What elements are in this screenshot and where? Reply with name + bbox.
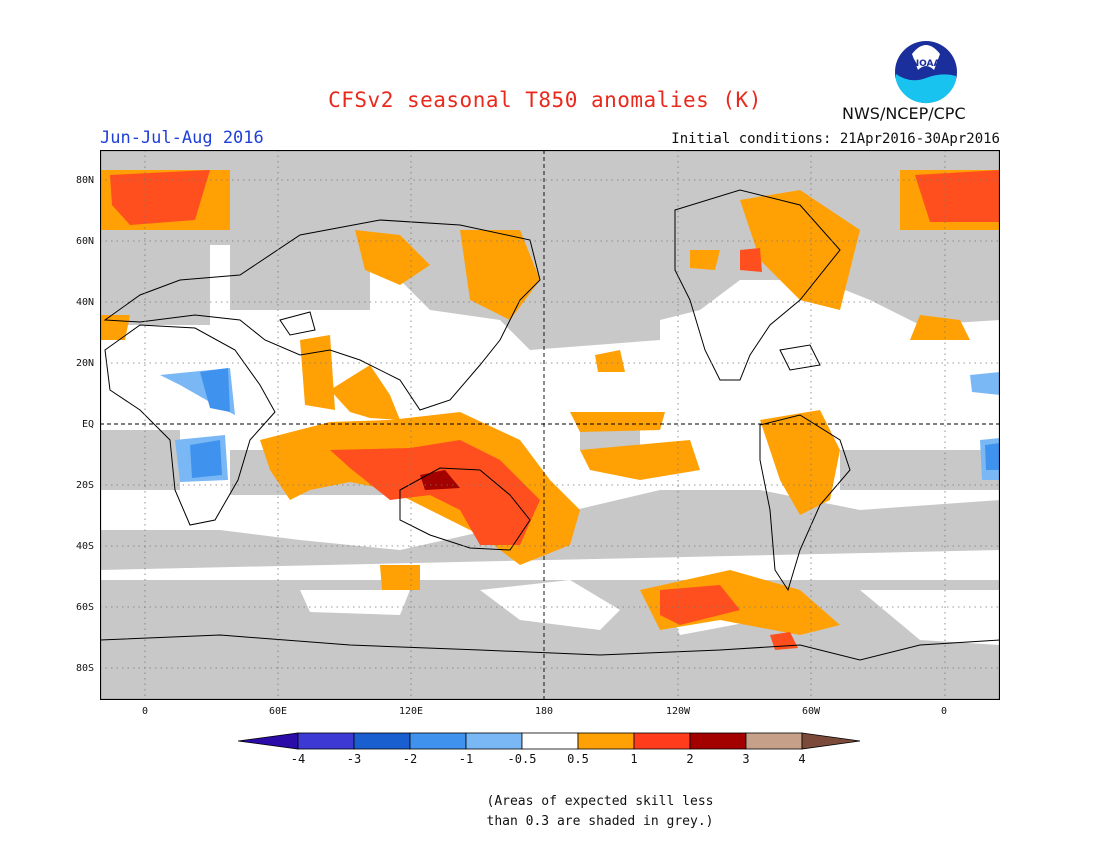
colorbar-label: 3: [742, 752, 750, 766]
eurasia-outline: [103, 219, 541, 411]
page-title: CFSv2 seasonal T850 anomalies (K): [328, 88, 762, 112]
equator-and-dateline: [100, 150, 1000, 700]
lat-label: 40S: [75, 541, 94, 552]
skill-note-line: (Areas of expected skill less: [486, 794, 714, 809]
colorbar-label: -2: [402, 752, 418, 766]
colorbar: [238, 732, 861, 750]
anomaly-1-2: [110, 170, 1000, 650]
caribbean-outline: [779, 344, 821, 371]
colorbar-cell: [238, 732, 299, 750]
lon-label: 120W: [665, 706, 691, 717]
lon-label: 120E: [398, 706, 424, 717]
lat-label: 20S: [75, 480, 94, 491]
colorbar-cell: [353, 732, 411, 750]
colorbar-cell: [801, 732, 861, 750]
colorbar-cell: [409, 732, 467, 750]
colorbar-cell: [745, 732, 803, 750]
initial-conditions-label: Initial conditions: 21Apr2016-30Apr2016: [671, 131, 1000, 147]
anomaly-neg-1: [190, 368, 1000, 478]
colorbar-label: -3: [346, 752, 362, 766]
colorbar-label: -1: [458, 752, 474, 766]
colorbar-label: -0.5: [507, 752, 537, 766]
colorbar-cell: [465, 732, 523, 750]
skill-note-line: than 0.3 are shaded in grey.): [486, 814, 714, 829]
lat-label: 80S: [75, 663, 94, 674]
lat-label: 80N: [75, 175, 94, 186]
africa-outline: [104, 324, 276, 526]
graticule: [100, 150, 1000, 700]
season-label: Jun-Jul-Aug 2016: [100, 128, 264, 148]
lat-label: 60N: [75, 236, 94, 247]
lon-label: 0: [940, 706, 948, 717]
map-frame: [100, 150, 1000, 700]
australia-outline: [399, 467, 531, 551]
lon-label: 0: [141, 706, 149, 717]
lat-label: 60S: [75, 602, 94, 613]
colorbar-label: 1: [630, 752, 638, 766]
lon-label: 60E: [268, 706, 288, 717]
south-america-outline: [759, 414, 851, 592]
colorbar-label: 2: [686, 752, 694, 766]
lat-label: 20N: [75, 358, 94, 369]
colorbar-label: 0.5: [567, 752, 589, 766]
lat-label: 40N: [75, 297, 94, 308]
lon-label: 180: [534, 706, 554, 717]
colorbar-cell: [689, 732, 747, 750]
north-america-outline: [674, 189, 841, 381]
colorbar-cell: [633, 732, 691, 750]
lat-label: EQ: [81, 419, 94, 430]
skill-note: (Areas of expected skill less than 0.3 a…: [440, 792, 760, 832]
lon-label: 60W: [801, 706, 821, 717]
agency-label: NWS/NCEP/CPC: [842, 104, 966, 123]
colorbar-cell: [577, 732, 635, 750]
coastlines: [100, 189, 1000, 661]
colorbar-label: -4: [290, 752, 306, 766]
colorbar-cell: [297, 732, 355, 750]
colorbar-label: 4: [798, 752, 806, 766]
anomaly-map: [100, 150, 1000, 700]
noaa-logo-icon: NOAA: [895, 41, 957, 104]
arabia-outline: [279, 311, 316, 336]
noaa-logo-text: NOAA: [912, 59, 941, 69]
antarctica-outline: [100, 634, 1000, 661]
colorbar-cell: [521, 732, 579, 750]
